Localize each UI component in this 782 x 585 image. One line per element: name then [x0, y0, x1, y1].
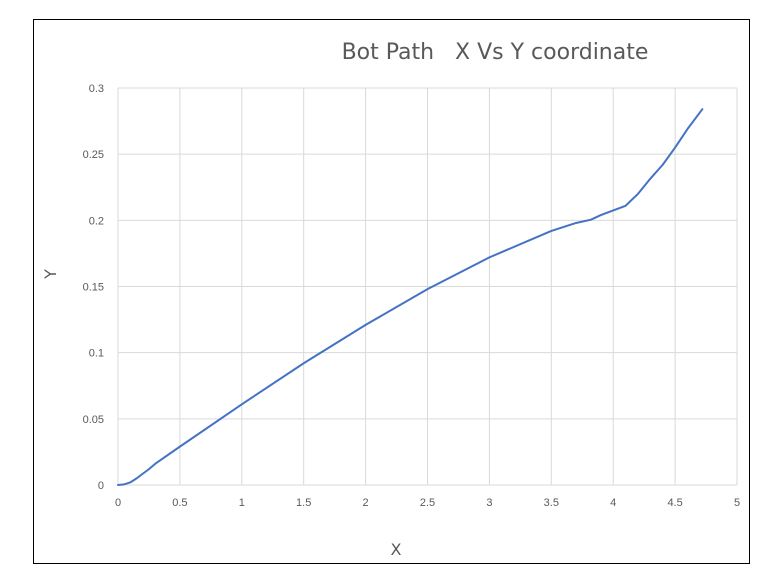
x-tick-label: 4 — [610, 497, 616, 509]
y-tick-label: 0.2 — [89, 215, 104, 227]
chart-title: Bot Path X Vs Y coordinate — [342, 40, 649, 65]
x-tick-label: 4.5 — [667, 497, 682, 509]
x-tick-label: 1 — [239, 497, 245, 509]
x-tick-label: 5 — [734, 497, 740, 509]
x-tick-label: 0.5 — [172, 497, 187, 509]
chart-frame: 0 0.5 1 1.5 2 2.5 3 3.5 4 4.5 5 0 0.05 0.1 0.15 0.2 0.25… — [33, 19, 750, 564]
y-tick-label: 0.3 — [89, 83, 104, 95]
y-tick-label: 0.15 — [83, 282, 104, 294]
series-line — [117, 108, 704, 486]
grid — [117, 87, 738, 486]
x-tick-label: 2.5 — [420, 497, 435, 509]
x-tick-label: 1.5 — [296, 497, 311, 509]
x-tick-label: 3 — [486, 497, 492, 509]
tick-labels: 0 0.5 1 1.5 2 2.5 3 3.5 4 4.5 5 0 0.05 0.1 0.15 0.2 0.25… — [83, 83, 740, 509]
y-tick-label: 0.25 — [83, 149, 104, 161]
line-chart: 0 0.5 1 1.5 2 2.5 3 3.5 4 4.5 5 0 0.05 0.1 0.15 0.2 0.25… — [41, 40, 740, 559]
y-tick-label: 0.05 — [83, 414, 104, 426]
y-tick-label: 0 — [98, 480, 104, 492]
y-tick-label: 0.1 — [89, 348, 104, 360]
y-axis-title: Y — [41, 269, 60, 280]
x-axis-title: X — [391, 540, 402, 559]
x-tick-label: 3.5 — [544, 497, 559, 509]
series-layer — [117, 108, 704, 486]
x-tick-label: 0 — [115, 497, 121, 509]
x-tick-label: 2 — [363, 497, 369, 509]
